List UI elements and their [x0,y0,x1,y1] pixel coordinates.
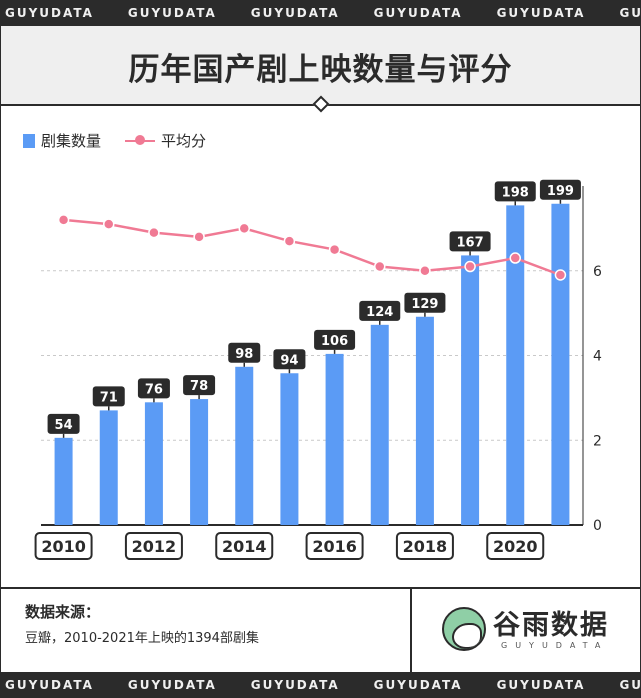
right-axis-tick-label: 4 [593,349,602,365]
line-point [554,269,567,281]
bar [54,437,73,525]
chart-svg: 0 2 4 6 54 71 76 78 98 94 106 124 129 167 198 199 2010 20… [34,179,602,560]
bottom-banner: GUYUDATA GUYUDATA GUYUDATA GUYUDATA GUYUDATA… [0,672,641,698]
title-box: 历年国产剧上映数量与评分 [1,26,640,106]
bar-value-label: 71 [100,390,118,405]
bar-label-bg [314,329,356,350]
line-point [238,222,250,235]
bar-value-label: 167 [457,235,484,250]
x-tick-box [124,532,183,560]
bar [190,399,209,525]
bar-label-bg [404,292,446,313]
top-banner: GUYUDATA GUYUDATA GUYUDATA GUYUDATA GUYUDATA… [0,0,641,26]
bar-value-label: 129 [411,297,438,312]
bar-value-label: 124 [366,305,393,320]
bar-value-label: 94 [280,353,298,368]
line-point [148,226,160,239]
x-tick-label: 2018 [403,537,448,556]
bar-label-bg [47,413,80,434]
banner-word: GUYUDATA [496,678,586,692]
bar-value-label: 78 [190,379,208,394]
series-line [63,218,561,277]
line-point [464,260,476,273]
footer-divider [410,589,412,674]
bar [506,205,525,525]
banner-word: GUYUDATA [619,678,641,692]
legend-line-swatch [125,134,156,145]
line-point [328,243,341,256]
bar-label-bg [273,349,306,370]
legend-line-label: 平均分 [161,132,207,150]
source-title: 数据来源： [25,603,101,621]
bird-logo-icon [442,607,486,651]
x-tick-label: 2020 [493,537,538,556]
right-axis-tick-label: 2 [593,433,602,449]
x-tick-label: 2010 [41,537,86,556]
bar-value-label: 198 [502,185,529,200]
bar-label-bg [137,378,170,399]
banner-word: GUYUDATA [373,6,463,20]
bar [235,366,254,525]
bar [99,410,118,525]
x-tick-label: 2012 [132,537,177,556]
banner-word: GUYUDATA [5,678,94,692]
bar-label-bg [359,300,401,321]
banner-word: GUYUDATA [250,6,340,20]
line-point [103,218,115,230]
line-point [283,235,296,247]
x-tick-box [215,532,274,560]
bar-label-bg [539,179,581,200]
banner-word: GUYUDATA [496,6,586,20]
line-point [374,260,386,273]
line-point [57,214,70,226]
banner-word: GUYUDATA [127,6,217,20]
right-axis-tick-label: 0 [593,518,602,534]
bar-value-label: 98 [235,347,253,362]
bar-label-bg [183,375,216,396]
banner-word: GUYUDATA [619,6,641,20]
line-point [193,231,205,243]
bar [551,203,570,525]
bar-label-bg [92,386,125,407]
x-tick-box [34,532,93,560]
x-tick-box [305,532,364,560]
legend-bar-label: 剧集数量 [41,132,102,150]
bar-label-bg [494,181,536,202]
legend: 剧集数量 平均分 [23,130,206,151]
banner-word: GUYUDATA [5,6,94,20]
bar-value-label: 54 [55,418,73,433]
bar [370,324,389,525]
brand-name: 谷雨数据 [493,610,609,641]
bar-value-label: 106 [321,334,348,349]
bar-label-bg [228,342,261,363]
bar [461,255,480,525]
chart-title: 历年国产剧上映数量与评分 [128,52,513,88]
footer: 数据来源： 豆瓣，2010-2021年上映的1394部剧集 谷雨数据 GUYUD… [1,587,640,674]
line-point [419,265,431,277]
bar [415,316,434,525]
chart-panel: 历年国产剧上映数量与评分 剧集数量 平均分 0 2 4 6 54 71 76 78 98 94 10… [1,26,640,674]
line-point [509,252,521,264]
x-tick-label: 2016 [312,537,357,556]
bar-value-label: 76 [145,382,163,397]
x-tick-label: 2014 [222,537,267,556]
source-text: 豆瓣，2010-2021年上映的1394部剧集 [25,631,259,646]
bar [144,402,163,525]
bar-value-label: 199 [547,184,574,199]
bar [280,373,299,525]
banner-word: GUYUDATA [127,678,217,692]
banner-word: GUYUDATA [373,678,463,692]
banner-word: GUYUDATA [250,678,340,692]
bar [325,353,344,525]
legend-bar-swatch [23,133,35,148]
bar-label-bg [449,231,491,252]
brand-subtitle: GUYUDATA [501,641,609,650]
x-tick-box [395,532,454,560]
x-tick-box [486,532,545,560]
right-axis-tick-label: 6 [593,264,602,280]
